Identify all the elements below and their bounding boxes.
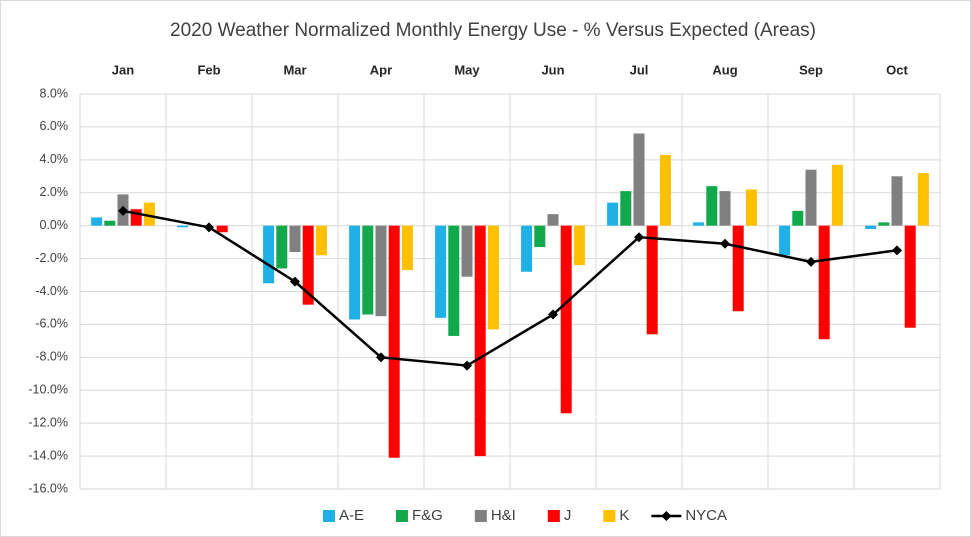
bar <box>435 225 447 318</box>
bar <box>693 222 705 226</box>
legend-swatch <box>322 510 335 522</box>
legend-marker <box>661 511 672 521</box>
y-tick-label: 2.0% <box>40 185 69 199</box>
bar <box>130 209 142 226</box>
bar <box>91 217 103 226</box>
chart-title: 2020 Weather Normalized Monthly Energy U… <box>170 20 816 41</box>
bar <box>646 225 658 335</box>
legend-swatch <box>547 510 560 522</box>
x-tick-label: Sep <box>799 62 823 77</box>
y-tick-label: 8.0% <box>40 86 69 100</box>
legend-label: J <box>564 507 572 524</box>
bar <box>474 225 486 457</box>
bar <box>831 164 843 226</box>
bar <box>560 225 572 414</box>
bar <box>779 225 791 256</box>
legend-label: NYCA <box>685 507 727 524</box>
x-tick-label: Apr <box>370 62 392 77</box>
y-tick-label: -14.0% <box>28 448 68 462</box>
bar <box>573 225 585 266</box>
bar <box>302 225 314 305</box>
y-tick-label: -6.0% <box>35 317 68 331</box>
line-marker <box>548 309 558 320</box>
bar <box>865 225 877 229</box>
line-marker <box>634 232 644 243</box>
bar <box>547 214 559 226</box>
bar <box>289 225 301 252</box>
x-tick-label: May <box>454 62 480 77</box>
line-marker <box>806 256 816 267</box>
bar <box>904 225 916 328</box>
x-tick-label: Jul <box>630 62 649 77</box>
bar <box>143 202 155 226</box>
bar <box>362 225 374 315</box>
bar <box>104 220 116 226</box>
bar <box>745 189 757 226</box>
x-tick-label: Jun <box>541 62 564 77</box>
bar <box>719 191 731 226</box>
bar <box>706 186 718 226</box>
bar <box>276 225 288 269</box>
y-tick-label: -4.0% <box>35 284 68 298</box>
bar <box>792 210 804 226</box>
bar <box>805 169 817 226</box>
legend-swatch <box>395 510 408 522</box>
line-marker <box>462 360 472 371</box>
bar <box>534 225 546 248</box>
bar <box>607 202 619 226</box>
legend-label: H&I <box>491 507 516 524</box>
line-marker <box>204 222 214 233</box>
bar <box>263 225 275 284</box>
y-tick-label: 4.0% <box>40 152 69 166</box>
x-tick-label: Mar <box>283 62 306 77</box>
bar <box>375 225 387 317</box>
legend-swatch <box>474 510 487 522</box>
y-tick-label: -2.0% <box>35 251 68 265</box>
y-tick-label: -12.0% <box>28 415 68 429</box>
line-marker <box>118 205 128 216</box>
y-tick-label: -10.0% <box>28 383 68 397</box>
x-tick-label: Feb <box>197 62 220 77</box>
bar <box>891 176 903 226</box>
bar <box>448 225 460 336</box>
bar <box>659 154 671 226</box>
bar <box>633 133 645 226</box>
bar <box>177 225 189 228</box>
y-tick-label: 0.0% <box>40 218 69 232</box>
line-marker <box>376 352 386 363</box>
bar <box>461 225 473 277</box>
bar <box>818 225 830 340</box>
legend-label: K <box>619 507 629 524</box>
y-tick-label: 6.0% <box>40 119 69 133</box>
line-marker <box>720 238 730 249</box>
bar <box>732 225 744 312</box>
bar <box>388 225 400 458</box>
bar <box>349 225 361 320</box>
bar <box>878 222 890 226</box>
line-marker <box>892 245 902 256</box>
bar <box>487 225 499 330</box>
bar <box>620 191 632 226</box>
y-tick-label: -8.0% <box>35 350 68 364</box>
legend-label: F&G <box>412 507 443 524</box>
line-marker <box>290 276 300 287</box>
bar <box>917 173 929 226</box>
bar <box>315 225 327 256</box>
legend-swatch <box>603 510 616 522</box>
bar <box>521 225 533 272</box>
x-tick-label: Aug <box>712 62 737 77</box>
y-tick-label: -16.0% <box>28 481 68 495</box>
x-tick-label: Oct <box>886 62 908 77</box>
bar <box>216 225 228 233</box>
line <box>122 209 898 367</box>
bar <box>401 225 413 271</box>
legend-label: A-E <box>339 507 364 524</box>
x-tick-label: Jan <box>112 62 134 77</box>
